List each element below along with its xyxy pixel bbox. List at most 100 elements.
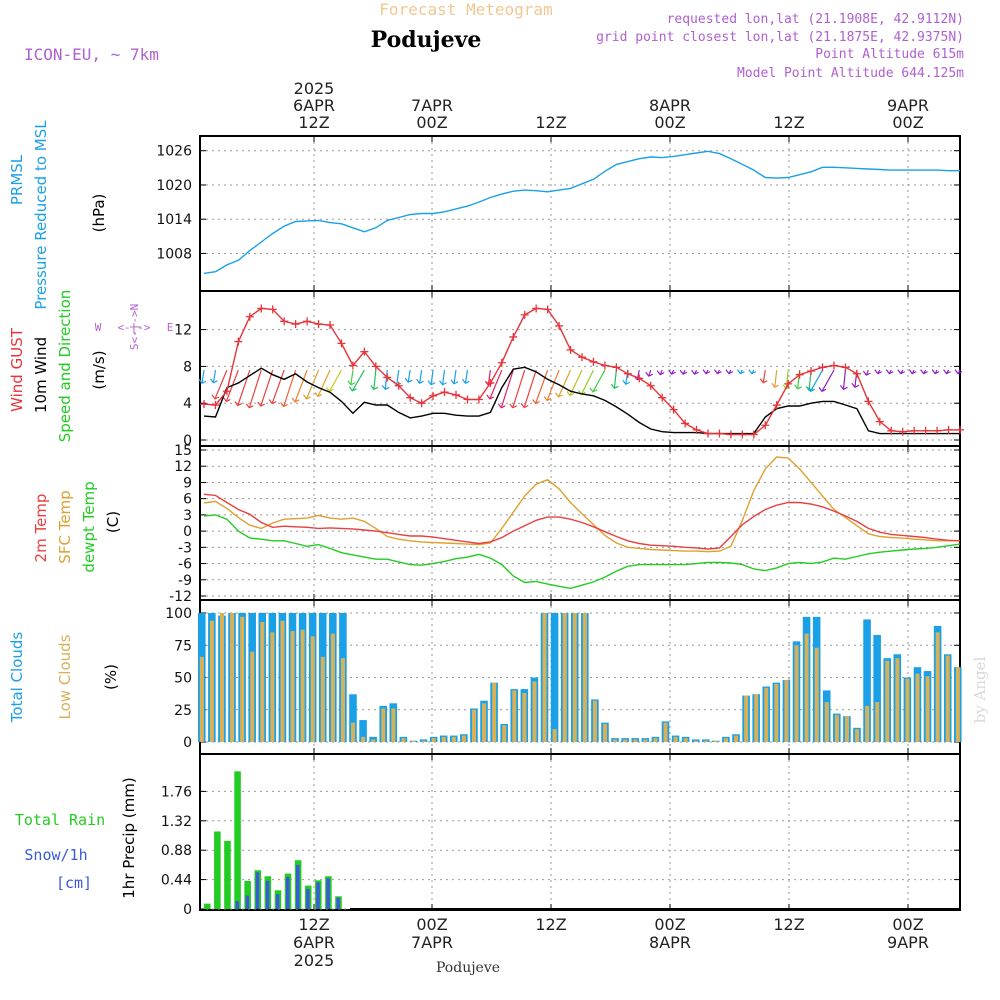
low-cloud-bar: [804, 633, 809, 742]
gust-marker: [348, 361, 357, 370]
low-cloud-bar: [945, 655, 950, 742]
wind-arrowhead: [439, 380, 447, 386]
low-cloud-bar: [421, 740, 426, 742]
y-tick-label: 25: [174, 703, 192, 719]
wind-arrow: [260, 369, 274, 407]
wind-arrow: [453, 369, 457, 384]
low-cloud-bar: [834, 714, 839, 742]
wind-arrow: [535, 369, 549, 404]
wind-arrowhead: [381, 384, 390, 391]
compass-vertical: S<-|->N: [128, 304, 141, 350]
wind-arrow: [350, 369, 354, 385]
low-cloud-bar: [875, 702, 880, 742]
low-cloud-bar: [270, 632, 275, 742]
low-cloud-bar: [300, 629, 305, 742]
dewpoint-line: [203, 514, 961, 590]
wind-arrowhead: [943, 369, 951, 375]
gust-marker: [726, 430, 735, 439]
wind-arrowhead: [532, 399, 540, 405]
gust-marker: [704, 429, 712, 438]
low-cloud-bar: [502, 725, 507, 742]
total-cloud-bar: [349, 694, 357, 742]
wind-arrow: [294, 369, 308, 403]
gust-marker: [383, 373, 392, 382]
gust-marker: [772, 401, 781, 410]
dewpoint-label: dewpt Temp: [80, 481, 98, 572]
wind-arrowhead: [771, 382, 779, 389]
time-label-top: 12Z: [298, 113, 329, 132]
gust-marker: [555, 321, 564, 330]
wind-arrowhead: [198, 378, 207, 384]
gust-marker: [257, 304, 266, 313]
low-cloud-bar: [330, 633, 335, 742]
gust-marker: [406, 393, 415, 402]
gust-marker: [360, 347, 369, 356]
wind-arrowhead: [713, 369, 722, 375]
wind-arrowhead: [314, 392, 323, 398]
model-altitude: Model Point Altitude 644.125m: [737, 66, 964, 81]
low-cloud-bar: [693, 740, 698, 742]
wind-arrow: [762, 369, 766, 383]
gust-marker: [245, 312, 254, 321]
compass-horizontal: <-|->: [117, 321, 150, 334]
clouds-unit: (%): [102, 664, 120, 690]
wind-arrowhead: [794, 384, 802, 390]
low-cloud-bar: [855, 729, 860, 742]
gust-marker: [417, 399, 426, 408]
footer-location: Podujeve: [436, 960, 500, 976]
gust-marker: [452, 390, 460, 399]
wind-arrow: [557, 369, 572, 398]
wind-arrow: [865, 369, 869, 376]
total-cloud-bar: [702, 739, 710, 742]
time-label-top: 6APR: [293, 96, 335, 115]
low-cloud-bar: [320, 656, 325, 742]
time-label-bottom: 12Z: [298, 915, 329, 934]
wind-arrow: [351, 369, 365, 392]
precipitation-panel: 0 0.44 0.88 1.32 1.76: [161, 753, 961, 918]
wind-arrowhead: [520, 403, 529, 409]
wind-arrowhead: [818, 386, 827, 393]
snow-unit-label: [cm]: [56, 874, 92, 892]
wind-arrow: [523, 369, 537, 408]
gust-marker: [543, 305, 552, 314]
low-cloud-bar: [522, 692, 527, 742]
wind-arrowhead: [702, 369, 711, 375]
gust-marker: [944, 425, 953, 434]
low-cloud-bar: [663, 722, 668, 742]
y-tick-label: 100: [165, 606, 192, 622]
wind-arrowhead: [347, 380, 356, 386]
y-tick-label: 3: [183, 508, 192, 524]
gust-marker: [910, 426, 919, 435]
low-cloud-bar: [713, 740, 718, 742]
y-tick-label: 6: [183, 492, 192, 508]
total-rain-label: Total Rain: [15, 811, 105, 829]
y-tick-label: 1.76: [161, 784, 192, 800]
y-tick-label: 1014: [156, 212, 192, 228]
gust-marker: [326, 321, 334, 329]
y-tick-label: 0.44: [161, 873, 192, 889]
low-cloud-bar: [865, 705, 870, 742]
compass-west: W: [95, 321, 102, 334]
low-cloud-bar: [703, 740, 708, 742]
gust-marker: [303, 317, 312, 326]
wind-panel: 0 4 8 12 W <-|-> E S<-|->N: [95, 290, 964, 449]
gust-marker: [669, 405, 678, 414]
low-cloud-bar: [431, 738, 436, 742]
y-tick-label: 12: [174, 323, 192, 339]
wind-direction-label: Speed and Direction: [56, 290, 74, 443]
time-label-top: 12Z: [773, 113, 804, 132]
snow-bar: [326, 878, 330, 909]
gust-marker: [211, 401, 220, 410]
gust-marker: [658, 393, 667, 402]
low-cloud-bar: [250, 651, 255, 742]
total-cloud-bar: [359, 720, 367, 742]
low-cloud-bar: [411, 740, 416, 742]
panel-frame: [199, 445, 961, 601]
time-label-top: 00Z: [892, 113, 923, 132]
wind-arrowhead: [427, 380, 436, 386]
y-tick-label: 0: [183, 735, 192, 751]
y-tick-label: 0: [183, 524, 192, 540]
wind-arrow: [248, 369, 262, 408]
low-cloud-bar: [260, 622, 265, 742]
